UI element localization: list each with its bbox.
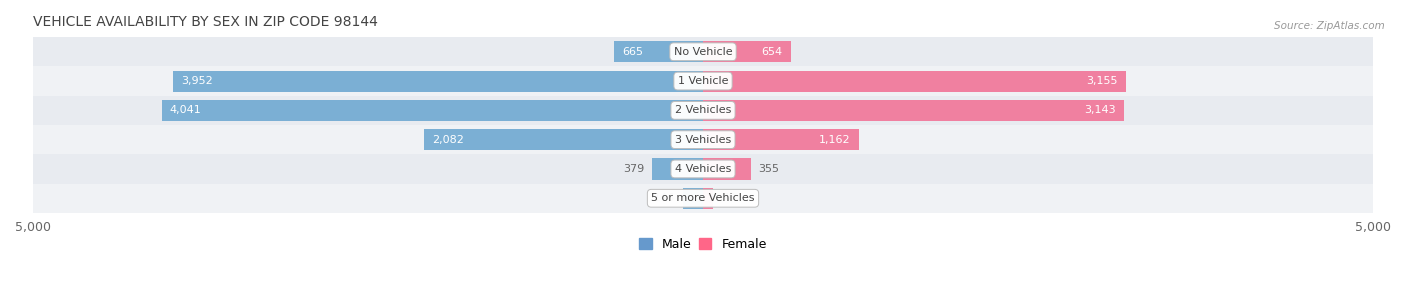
Text: 3,952: 3,952 <box>181 76 214 86</box>
Bar <box>683 188 703 209</box>
Text: VEHICLE AVAILABILITY BY SEX IN ZIP CODE 98144: VEHICLE AVAILABILITY BY SEX IN ZIP CODE … <box>32 15 378 29</box>
Text: 2,082: 2,082 <box>432 135 464 145</box>
Text: 1,162: 1,162 <box>820 135 851 145</box>
Bar <box>652 159 703 180</box>
Bar <box>425 129 703 150</box>
Bar <box>703 188 713 209</box>
Bar <box>32 37 1374 66</box>
Text: 4,041: 4,041 <box>170 105 201 115</box>
Text: 3,155: 3,155 <box>1087 76 1118 86</box>
Bar <box>32 154 1374 184</box>
Text: 379: 379 <box>623 164 644 174</box>
Text: 5 or more Vehicles: 5 or more Vehicles <box>651 193 755 203</box>
Text: 78: 78 <box>721 193 735 203</box>
Text: No Vehicle: No Vehicle <box>673 47 733 57</box>
Bar <box>32 96 1374 125</box>
Text: 3,143: 3,143 <box>1084 105 1116 115</box>
Text: 654: 654 <box>762 47 783 57</box>
Text: 3 Vehicles: 3 Vehicles <box>675 135 731 145</box>
Bar <box>32 184 1374 213</box>
Text: 665: 665 <box>621 47 643 57</box>
Bar <box>703 129 859 150</box>
Bar <box>703 41 790 62</box>
Text: 2 Vehicles: 2 Vehicles <box>675 105 731 115</box>
Bar <box>173 70 703 91</box>
Bar <box>32 66 1374 96</box>
Text: 4 Vehicles: 4 Vehicles <box>675 164 731 174</box>
Bar <box>162 100 703 121</box>
Text: 1 Vehicle: 1 Vehicle <box>678 76 728 86</box>
Bar <box>703 159 751 180</box>
Text: 355: 355 <box>759 164 779 174</box>
Bar <box>32 125 1374 154</box>
Bar <box>614 41 703 62</box>
Text: Source: ZipAtlas.com: Source: ZipAtlas.com <box>1274 21 1385 32</box>
Bar <box>703 100 1125 121</box>
Bar <box>703 70 1126 91</box>
Text: 146: 146 <box>654 193 675 203</box>
Legend: Male, Female: Male, Female <box>634 233 772 256</box>
